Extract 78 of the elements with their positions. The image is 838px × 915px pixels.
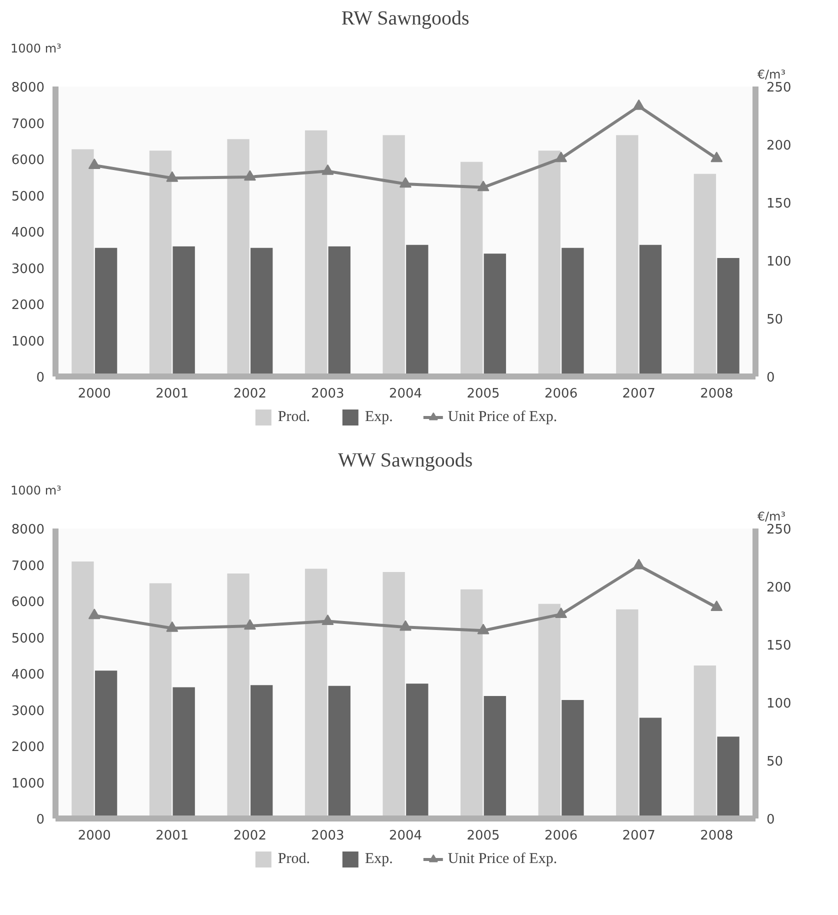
x-tick-label: 2000 <box>78 386 111 402</box>
x-tick-label: 2001 <box>156 828 189 844</box>
chart-title: RW Sawngoods <box>341 8 470 30</box>
y-tick-label: 4000 <box>11 226 45 240</box>
x-tick-label: 2008 <box>700 386 734 402</box>
y2-tick-label: 200 <box>766 580 792 596</box>
chart-title: WW Sawngoods <box>338 450 473 472</box>
point <box>555 607 568 618</box>
y-tick-label: 8000 <box>11 522 45 538</box>
y-tick-label: 2000 <box>11 740 45 755</box>
y-tick-label: 5000 <box>11 189 45 204</box>
point <box>710 600 723 612</box>
y2-axis-title: €/m³ <box>757 68 786 82</box>
point <box>710 152 723 162</box>
point <box>322 164 334 175</box>
y2-tick-label: 150 <box>766 196 792 212</box>
y2-tick-label: 250 <box>766 522 792 538</box>
x-tick-label: 2003 <box>311 828 344 844</box>
y-tick-label: 0 <box>36 370 45 386</box>
legend-label: Prod. <box>278 850 310 868</box>
point <box>400 177 412 188</box>
y-tick-label: 6000 <box>11 153 45 168</box>
y2-axis-title: €/m³ <box>757 510 786 524</box>
point <box>244 619 256 630</box>
point <box>400 620 412 631</box>
point <box>244 170 256 181</box>
x-tick-label: 2006 <box>544 828 578 844</box>
y-tick-label: 1000 <box>11 334 45 350</box>
x-tick-label: 2006 <box>544 386 578 402</box>
x-tick-label: 2004 <box>388 828 422 844</box>
x-tick-label: 2001 <box>156 386 189 402</box>
y-tick-label: 3000 <box>11 262 45 277</box>
legend-label: Prod. <box>278 408 310 426</box>
x-tick-label: 2007 <box>622 386 656 402</box>
y2-tick-label: 200 <box>766 138 792 154</box>
x-tick-label: 2002 <box>233 828 266 844</box>
x-tick-label: 2003 <box>311 386 344 402</box>
point <box>88 158 100 170</box>
x-tick-label: 2008 <box>700 828 734 844</box>
point <box>632 558 645 570</box>
x-tick-label: 2004 <box>388 386 422 402</box>
y2-tick-label: 0 <box>766 370 775 386</box>
y2-tick-label: 50 <box>766 754 784 770</box>
y-tick-label: 5000 <box>11 631 45 646</box>
point <box>166 171 178 182</box>
legend-label: Unit Price of Exp. <box>448 408 558 426</box>
x-tick-label: 2007 <box>622 828 656 844</box>
legend-label: Unit Price of Exp. <box>448 850 558 868</box>
y-axis-title: 1000 m³ <box>10 42 62 56</box>
point <box>166 621 178 632</box>
point <box>88 608 100 620</box>
point <box>477 180 490 192</box>
y-tick-label: 8000 <box>11 80 45 96</box>
x-tick-label: 2005 <box>466 386 500 402</box>
y2-tick-label: 250 <box>766 80 792 96</box>
y-tick-label: 6000 <box>11 595 45 610</box>
y-tick-label: 7000 <box>11 558 45 574</box>
point <box>632 99 645 110</box>
y2-tick-label: 100 <box>766 696 792 712</box>
point <box>477 624 490 634</box>
y2-tick-label: 50 <box>766 312 784 328</box>
y-tick-label: 0 <box>36 812 45 828</box>
y-tick-label: 3000 <box>11 704 45 719</box>
y-tick-label: 7000 <box>11 116 45 132</box>
y2-tick-label: 100 <box>766 254 792 270</box>
point <box>322 614 334 625</box>
x-tick-label: 2002 <box>233 386 266 402</box>
point <box>555 152 568 162</box>
y2-tick-label: 150 <box>766 638 792 654</box>
y-axis-title: 1000 m³ <box>10 484 62 498</box>
y-tick-label: 2000 <box>11 298 45 313</box>
y-tick-label: 1000 <box>11 776 45 792</box>
y2-tick-label: 0 <box>766 812 775 828</box>
legend-label: Exp. <box>365 408 393 426</box>
x-tick-label: 2005 <box>466 828 500 844</box>
legend-label: Exp. <box>365 850 393 868</box>
y-tick-label: 4000 <box>11 668 45 682</box>
x-tick-label: 2000 <box>78 828 111 844</box>
